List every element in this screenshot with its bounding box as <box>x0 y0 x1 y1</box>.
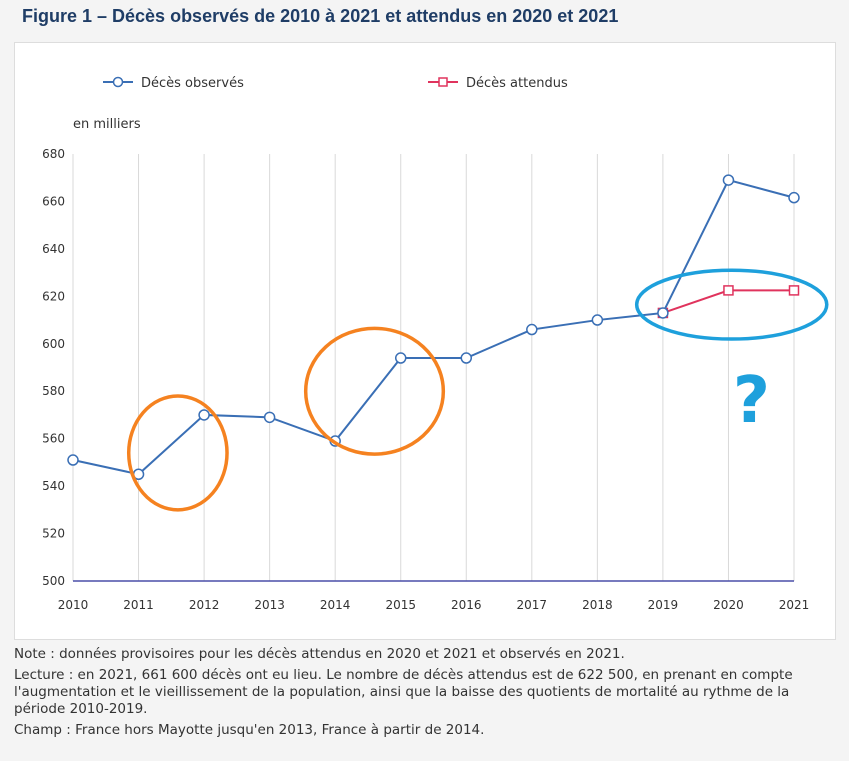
data-point <box>657 307 669 319</box>
data-point <box>198 409 210 421</box>
y-axis: 500 520 540 560 580 600 620 640 660 680 <box>42 147 65 588</box>
champ-text: Champ : France hors Mayotte jusqu'en 201… <box>14 722 485 738</box>
x-tick-label: 2019 <box>648 598 679 612</box>
data-point <box>67 454 79 466</box>
notes-section: Note : données provisoires pour les décè… <box>14 646 834 743</box>
x-tick-label: 2020 <box>713 598 744 612</box>
grid <box>72 154 795 581</box>
data-point <box>788 285 800 296</box>
chart-panel: 500 520 540 560 580 600 620 640 660 680 2010 2011 20… <box>14 42 836 640</box>
data-point <box>460 352 473 364</box>
x-tick-label: 2012 <box>189 598 220 612</box>
legend-label: Décès attendus <box>466 76 568 91</box>
series-observed <box>67 174 800 480</box>
annotation-question-mark: ? <box>733 364 770 438</box>
data-point <box>263 411 276 424</box>
x-tick-label: 2011 <box>123 598 154 612</box>
annotations: ? <box>126 268 829 512</box>
legend-marker <box>112 76 124 88</box>
y-unit-label: en milliers <box>73 117 141 132</box>
x-tick-label: 2010 <box>58 598 89 612</box>
x-tick-label: 2018 <box>582 598 613 612</box>
legend-marker <box>438 77 448 87</box>
data-point <box>526 323 538 336</box>
y-tick-label: 680 <box>42 147 65 161</box>
note-text: Note : données provisoires pour les décè… <box>14 646 625 662</box>
y-tick-label: 540 <box>42 479 65 493</box>
annotation-ellipse <box>303 326 446 456</box>
y-tick-label: 620 <box>42 289 65 303</box>
x-axis: 2010 2011 2012 2013 2014 2015 2016 2017 2018 2019… <box>58 598 810 612</box>
y-tick-label: 580 <box>42 384 65 398</box>
data-point <box>788 191 800 204</box>
legend-label: Décès observés <box>141 76 244 91</box>
series-line <box>72 178 795 476</box>
y-tick-label: 660 <box>42 194 65 208</box>
data-point <box>591 314 604 326</box>
figure-title: Figure 1 – Décès observés de 2010 à 2021… <box>22 6 619 26</box>
x-tick-label: 2017 <box>517 598 548 612</box>
y-tick-label: 560 <box>42 432 65 446</box>
x-tick-label: 2016 <box>451 598 482 612</box>
annotation-ellipse <box>634 268 829 341</box>
x-tick-label: 2013 <box>254 598 285 612</box>
y-tick-label: 520 <box>42 527 65 541</box>
x-tick-label: 2014 <box>320 598 351 612</box>
x-tick-label: 2015 <box>385 598 416 612</box>
legend: Décès observés Décès attendus <box>103 76 568 91</box>
lecture-text: Lecture : en 2021, 661 600 décès ont eu … <box>14 667 793 717</box>
y-tick-label: 500 <box>42 574 65 588</box>
annotation-ellipse <box>126 394 229 512</box>
data-point <box>722 174 735 186</box>
y-tick-label: 600 <box>42 337 65 351</box>
data-point <box>394 352 407 364</box>
data-point <box>723 285 734 296</box>
x-tick-label: 2021 <box>779 598 810 612</box>
y-tick-label: 640 <box>42 242 65 256</box>
